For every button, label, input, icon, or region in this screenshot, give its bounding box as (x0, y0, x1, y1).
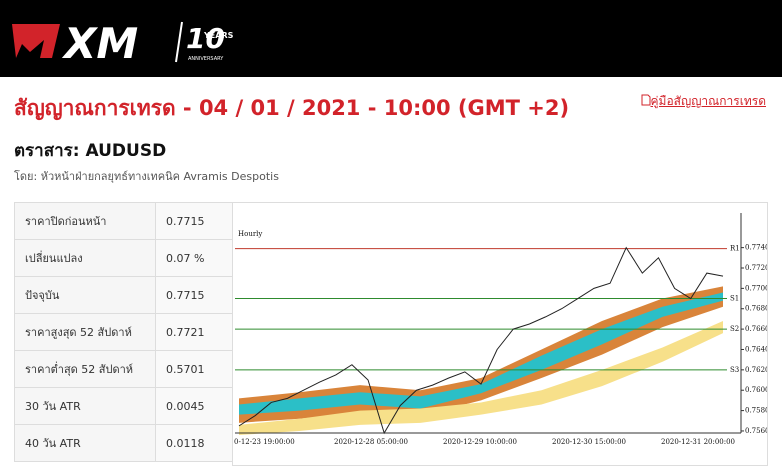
cell-label: เปลี่ยนแปลง (14, 239, 156, 277)
cell-label: 40 วัน ATR (14, 424, 156, 462)
guide-text[interactable]: คู่มือสัญญาณการเทรด (650, 94, 767, 108)
x-tick-label: 2020-12-31 20:00:00 (661, 438, 735, 446)
page-title: สัญญาณการเทรด - 04 / 01 / 2021 - 10:00 (… (14, 96, 570, 120)
y-tick-label: 0.7660 (745, 325, 768, 333)
y-tick-label: 0.7560 (745, 427, 768, 435)
cell-value: 0.07 % (155, 239, 233, 277)
x-tick-label: 2020-12-30 15:00:00 (552, 438, 626, 446)
stats-table: ราคาปิดก่อนหน้า 0.7715 เปลี่ยนแปลง 0.07 % ปั… (14, 202, 233, 462)
cell-label: ราคาปิดก่อนหน้า (14, 202, 156, 240)
y-tick-label: 0.7640 (745, 345, 768, 353)
cell-label: 30 วัน ATR (14, 387, 156, 425)
guide-link[interactable]: คู่มือสัญญาณการเทรด (641, 92, 767, 111)
x-tick-label: 2020-12-28 05:00:00 (334, 438, 408, 446)
table-row: 40 วัน ATR 0.0118 (14, 424, 233, 462)
pdf-icon (641, 94, 650, 106)
level-label: R1 (730, 245, 740, 253)
level-label: S3 (730, 366, 739, 374)
y-tick-label: 0.7600 (745, 386, 768, 394)
badge-number: 10 (186, 22, 225, 55)
y-tick-label: 0.7580 (745, 407, 768, 415)
cell-value: 0.5701 (155, 350, 233, 388)
chart: Hourly R1 S1 S2 S3 0.7740 0.7720 0.7700 0.7680 0… (232, 202, 768, 466)
cell-value: 0.0118 (155, 424, 233, 462)
table-row: เปลี่ยนแปลง 0.07 % (14, 239, 233, 277)
table-row: ราคาปิดก่อนหน้า 0.7715 (14, 202, 233, 240)
table-row: 30 วัน ATR 0.0045 (14, 387, 233, 425)
logo-icon (12, 24, 60, 58)
cell-label: ราคาสูงสุด 52 สัปดาห์ (14, 313, 156, 351)
y-tick-label: 0.7620 (745, 366, 768, 374)
band (239, 286, 723, 423)
divider (175, 21, 183, 63)
x-tick-label: 0-12-23 19:00:00 (234, 438, 295, 446)
header: XM 10 YEARS ANNIVERSARY (0, 0, 782, 77)
y-tick-label: 0.7720 (745, 264, 768, 272)
badge-years: YEARS (203, 31, 234, 40)
cell-value: 0.7715 (155, 202, 233, 240)
timeframe: Hourly (238, 230, 262, 238)
logo[interactable]: XM 10 YEARS ANNIVERSARY (0, 0, 260, 77)
level-label: S1 (730, 295, 739, 303)
table-row: ราคาต่ำสุด 52 สัปดาห์ 0.5701 (14, 350, 233, 388)
author: โดย: หัวหน้าฝ่ายกลยุทธ์ทางเทคนิค Avramis… (14, 170, 279, 183)
y-tick-label: 0.7700 (745, 284, 768, 292)
cell-label: ราคาต่ำสุด 52 สัปดาห์ (14, 350, 156, 388)
cell-value: 0.7721 (155, 313, 233, 351)
x-tick-label: 2020-12-29 10:00:00 (443, 438, 517, 446)
table-row: ปัจจุบัน 0.7715 (14, 276, 233, 314)
cell-value: 0.0045 (155, 387, 233, 425)
instrument: ตราสาร: AUDUSD (14, 141, 167, 161)
logo-text: XM (61, 19, 138, 68)
y-tick-label: 0.7740 (745, 244, 768, 252)
cell-label: ปัจจุบัน (14, 276, 156, 314)
y-tick-label: 0.7680 (745, 305, 768, 313)
price-line (238, 246, 724, 435)
table-row: ราคาสูงสุด 52 สัปดาห์ 0.7721 (14, 313, 233, 351)
level-label: S2 (730, 325, 739, 333)
band (239, 320, 723, 436)
band (239, 292, 723, 415)
badge-anniversary: ANNIVERSARY (188, 56, 224, 62)
cell-value: 0.7715 (155, 276, 233, 314)
